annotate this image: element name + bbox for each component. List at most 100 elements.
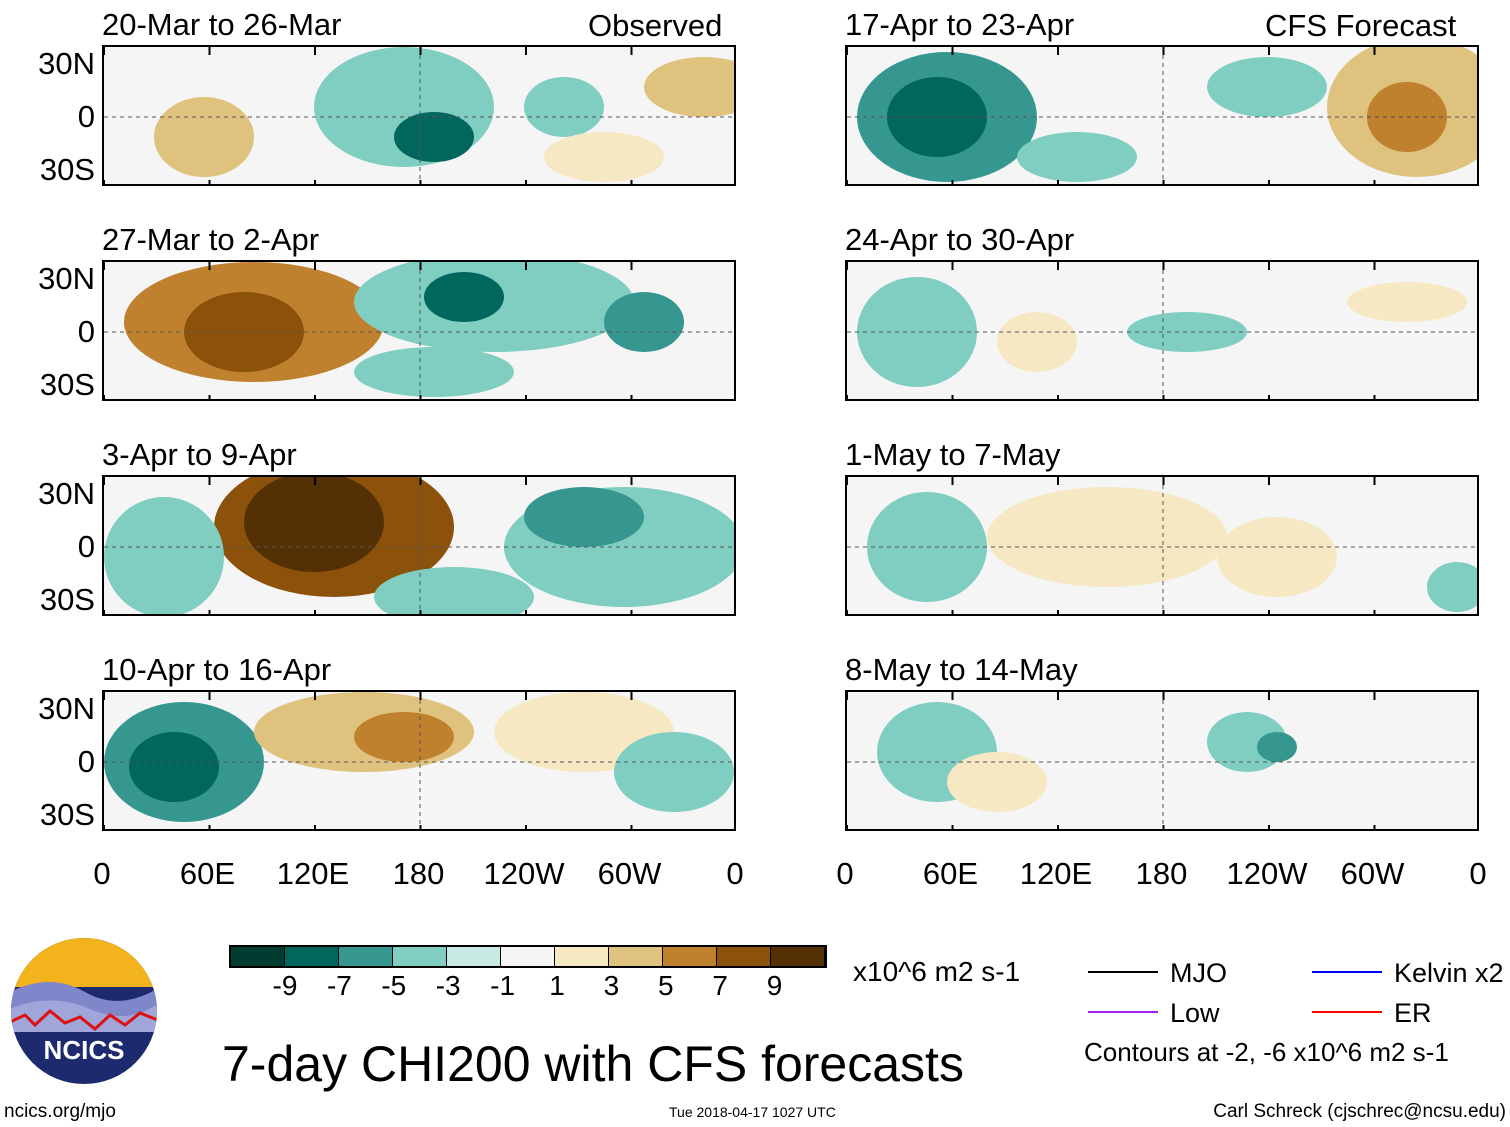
anomaly-region: [1207, 57, 1327, 117]
x-tick-label: 120W: [1226, 856, 1308, 891]
y-tick-label: 0: [77, 99, 95, 134]
anomaly-region: [544, 132, 664, 182]
anomaly-region: [1427, 562, 1477, 612]
anomaly-region: [374, 567, 534, 614]
colorbar-swatch: [501, 947, 555, 966]
colorbar-tick: 9: [766, 970, 783, 1001]
x-tick-label: 120W: [483, 856, 565, 891]
anomaly-region: [524, 77, 604, 137]
panel-title: 20-Mar to 26-Mar: [102, 7, 342, 42]
anomaly-region: [129, 732, 219, 802]
anomaly-region: [104, 497, 224, 614]
map-panel: [845, 475, 1479, 616]
footer-url[interactable]: ncics.org/mjo: [4, 1101, 116, 1122]
colorbar-swatch: [663, 947, 717, 966]
colorbar-tick: -9: [272, 970, 298, 1001]
y-tick-label: 0: [77, 314, 95, 349]
colorbar-tick: -5: [381, 970, 407, 1001]
panel-title: 8-May to 14-May: [845, 652, 1078, 687]
y-tick-label: 30N: [38, 46, 95, 81]
anomaly-region: [947, 752, 1047, 812]
colorbar-swatch: [447, 947, 501, 966]
anomaly-region: [1017, 132, 1137, 182]
y-tick-label: 30N: [38, 261, 95, 296]
anomaly-region: [524, 487, 644, 547]
colorbar-tick: -3: [435, 970, 461, 1001]
anomaly-region: [997, 312, 1077, 372]
colorbar-swatch: [285, 947, 339, 966]
y-tick-label: 30S: [39, 582, 95, 617]
anomaly-region: [857, 277, 977, 387]
colorbar-tick: 5: [658, 970, 674, 1001]
x-tick-label: 60W: [597, 856, 662, 891]
legend-label: ER: [1394, 998, 1432, 1028]
colorbar-swatch: [393, 947, 447, 966]
colorbar-units: x10^6 m2 s-1: [853, 956, 1021, 987]
x-tick-label: 60W: [1340, 856, 1405, 891]
y-tick-label: 30S: [39, 152, 95, 187]
colorbar-tick: -7: [326, 970, 352, 1001]
y-tick-label: 30S: [39, 367, 95, 402]
y-tick-label: 0: [77, 529, 95, 564]
anomaly-region: [154, 97, 254, 177]
anomaly-region: [1257, 732, 1297, 762]
legend-line: [1088, 971, 1158, 973]
ncics-logo: NCICS: [11, 938, 157, 1084]
panel-title: 1-May to 7-May: [845, 437, 1061, 472]
map-panel: [845, 45, 1479, 186]
anomaly-region: [644, 57, 734, 117]
footer-timestamp: Tue 2018-04-17 1027 UTC: [669, 1104, 836, 1120]
anomaly-region: [394, 112, 474, 162]
logo-text: NCICS: [44, 1035, 125, 1065]
observed-header: Observed: [588, 8, 723, 43]
map-panel: [102, 260, 736, 401]
y-tick-label: 30N: [38, 691, 95, 726]
panel-title: 10-Apr to 16-Apr: [102, 652, 332, 687]
colorbar-swatch: [339, 947, 393, 966]
x-tick-label: 0: [836, 856, 854, 891]
contour-note: Contours at -2, -6 x10^6 m2 s-1: [1084, 1037, 1449, 1067]
x-tick-label: 0: [726, 856, 744, 891]
colorbar-swatch: [717, 947, 771, 966]
anomaly-region: [614, 732, 734, 812]
figure-title: 7-day CHI200 with CFS forecasts: [222, 1036, 964, 1092]
y-tick-label: 0: [77, 744, 95, 779]
y-tick-label: 30S: [39, 797, 95, 832]
legend-label: Low: [1170, 998, 1220, 1028]
x-tick-label: 120E: [1019, 856, 1093, 891]
panel-title: 27-Mar to 2-Apr: [102, 222, 320, 257]
legend-label: MJO: [1170, 958, 1227, 988]
anomaly-region: [354, 347, 514, 397]
anomaly-region: [987, 487, 1227, 587]
map-panel: [102, 475, 736, 616]
map-panel: [845, 260, 1479, 401]
map-panel: [102, 690, 736, 831]
x-tick-label: 180: [1135, 856, 1188, 891]
colorbar-tick: 1: [549, 970, 565, 1001]
colorbar-swatch: [231, 947, 285, 966]
colorbar-swatch: [555, 947, 609, 966]
colorbar-swatch: [771, 947, 825, 966]
footer-author: Carl Schreck (cjschrec@ncsu.edu): [1213, 1101, 1506, 1122]
anomaly-region: [604, 292, 684, 352]
anomaly-region: [1217, 517, 1337, 597]
x-tick-label: 120E: [276, 856, 350, 891]
anomaly-region: [424, 272, 504, 322]
anomaly-region: [244, 477, 384, 572]
x-tick-label: 0: [1469, 856, 1487, 891]
colorbar-tick: -1: [490, 970, 516, 1001]
forecast-header: CFS Forecast: [1265, 8, 1457, 43]
legend-label: Kelvin x2: [1394, 958, 1504, 988]
panel-title: 24-Apr to 30-Apr: [845, 222, 1075, 257]
x-tick-label: 60E: [179, 856, 236, 891]
colorbar-swatch: [609, 947, 663, 966]
legend-line: [1312, 1011, 1382, 1013]
anomaly-region: [1347, 282, 1467, 322]
legend-line: [1312, 971, 1382, 973]
x-tick-label: 60E: [922, 856, 979, 891]
map-panel: [102, 45, 736, 186]
y-tick-label: 30N: [38, 476, 95, 511]
x-tick-label: 180: [392, 856, 445, 891]
anomaly-region: [354, 712, 454, 762]
